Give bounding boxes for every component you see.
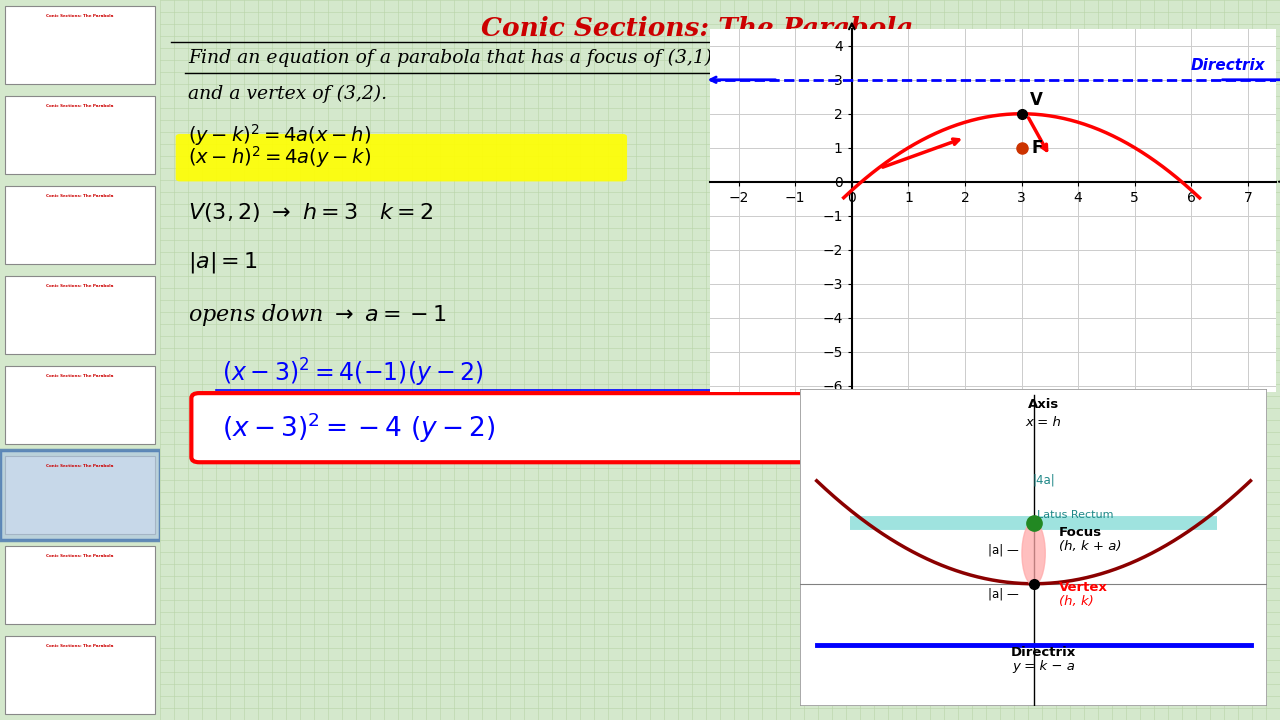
Text: Axis: Axis	[1028, 398, 1060, 411]
Ellipse shape	[1021, 521, 1046, 585]
Text: |a| —: |a| —	[988, 587, 1019, 600]
Text: $(x - 3)^2 = 4(-1)(y - 2)$: $(x - 3)^2 = 4(-1)(y - 2)$	[221, 357, 483, 389]
Text: Vertex: Vertex	[1059, 581, 1107, 594]
FancyBboxPatch shape	[175, 134, 627, 181]
Text: $(x - h)^2 = 4a(y - k)$: $(x - h)^2 = 4a(y - k)$	[188, 144, 371, 170]
Bar	[5, 276, 155, 354]
Bar	[0, 450, 160, 540]
Text: Conic Sections: The Parabola: Conic Sections: The Parabola	[481, 17, 914, 41]
Text: (h, k + a): (h, k + a)	[1059, 540, 1121, 553]
Text: Conic Sections: The Parabola: Conic Sections: The Parabola	[46, 464, 114, 468]
Text: Latus Rectum: Latus Rectum	[1037, 510, 1114, 520]
Text: F: F	[1032, 139, 1043, 157]
Text: Conic Sections: The Parabola: Conic Sections: The Parabola	[46, 194, 114, 198]
FancyBboxPatch shape	[192, 393, 835, 462]
Text: (h, k): (h, k)	[1059, 595, 1093, 608]
Text: x = h: x = h	[1025, 416, 1061, 429]
Text: Focus: Focus	[1059, 526, 1102, 539]
Text: Find an equation of a parabola that has a focus of (3,1): Find an equation of a parabola that has …	[188, 48, 712, 67]
Bar	[5, 186, 155, 264]
Bar	[5, 96, 155, 174]
Text: Conic Sections: The Parabola: Conic Sections: The Parabola	[46, 104, 114, 108]
Text: Conic Sections: The Parabola: Conic Sections: The Parabola	[46, 14, 114, 18]
Text: Directrix: Directrix	[1011, 646, 1076, 659]
Text: Conic Sections: The Parabola: Conic Sections: The Parabola	[46, 284, 114, 288]
Text: and a vertex of (3,2).: and a vertex of (3,2).	[188, 84, 387, 103]
Text: $|a| = 1$: $|a| = 1$	[188, 251, 259, 275]
Bar	[5, 456, 155, 534]
Text: $V(3, 2)\ \rightarrow\ h = 3\quad k = 2$: $V(3, 2)\ \rightarrow\ h = 3\quad k = 2$	[188, 201, 434, 224]
Text: Directrix: Directrix	[1190, 58, 1265, 73]
Text: Conic Sections: The Parabola: Conic Sections: The Parabola	[46, 644, 114, 648]
Bar	[5, 366, 155, 444]
Text: V: V	[1030, 91, 1043, 109]
Bar	[5, 6, 155, 84]
Text: Conic Sections: The Parabola: Conic Sections: The Parabola	[46, 554, 114, 558]
Text: y = k − a: y = k − a	[1012, 660, 1075, 673]
Text: $(x - 3)^2 = -4\ (y - 2)$: $(x - 3)^2 = -4\ (y - 2)$	[221, 410, 495, 445]
Bar	[5, 546, 155, 624]
Bar	[5, 636, 155, 714]
Text: Conic Sections: The Parabola: Conic Sections: The Parabola	[46, 374, 114, 378]
Text: |4a|: |4a|	[1032, 474, 1055, 487]
Text: |a| —: |a| —	[988, 544, 1019, 557]
Text: opens down $\rightarrow$ $a = -1$: opens down $\rightarrow$ $a = -1$	[188, 302, 447, 328]
Text: $(y - k)^2 = 4a(x - h)$: $(y - k)^2 = 4a(x - h)$	[188, 122, 371, 148]
